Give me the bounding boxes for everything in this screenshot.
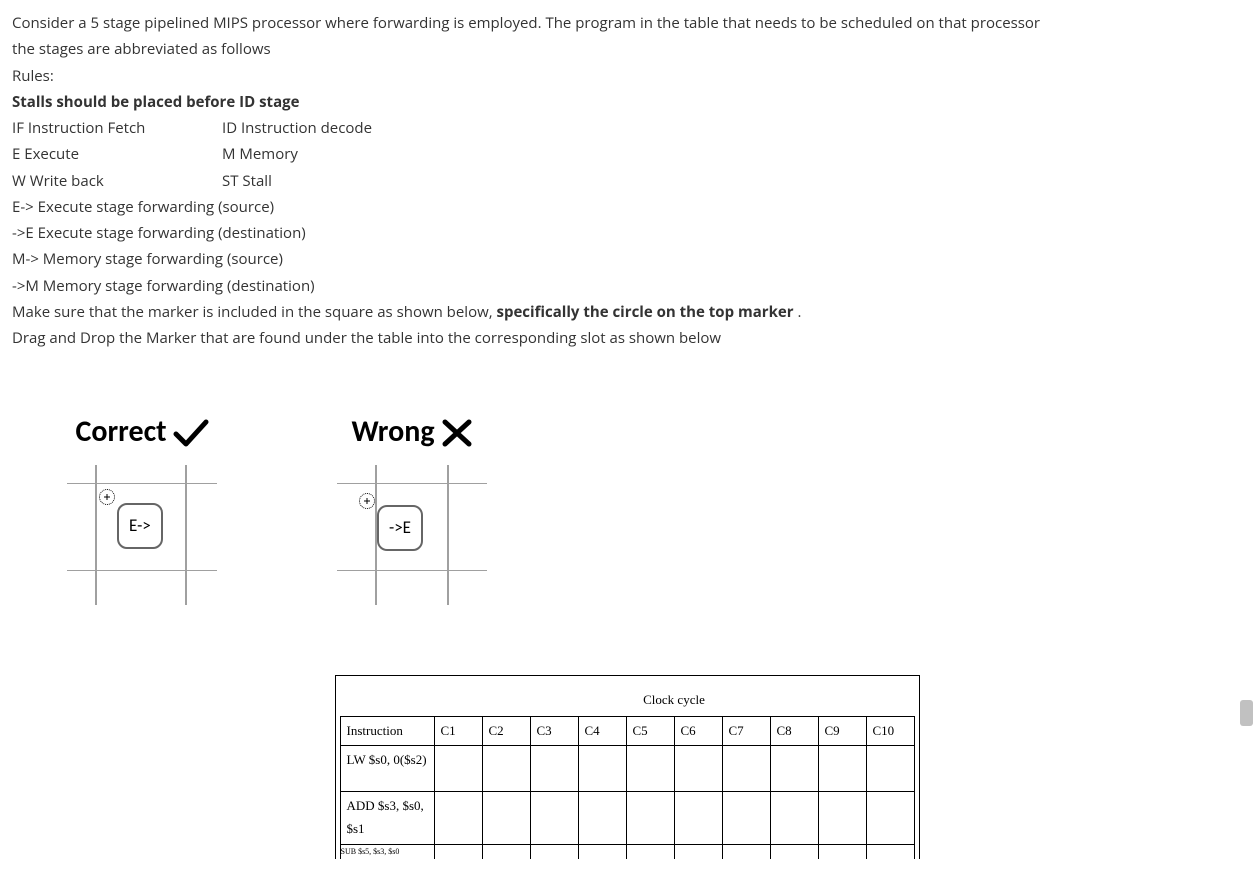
rule-bold: Stalls should be placed before ID stage [12, 89, 1242, 115]
correct-example: Correct E-> [67, 406, 217, 605]
slot[interactable] [866, 792, 914, 845]
col-c1: C1 [434, 716, 482, 746]
wrong-example: Wrong ->E [337, 406, 487, 605]
slot[interactable] [530, 746, 578, 792]
col-c8: C8 [770, 716, 818, 746]
marker-pre: Make sure that the marker is included in… [12, 302, 497, 322]
wrong-grid: ->E [337, 465, 487, 605]
correct-label: Correct [75, 406, 166, 459]
pipeline-wrap: Clock cycle Instruction C1 C2 C3 C4 C5 C… [335, 675, 920, 859]
slot[interactable] [578, 792, 626, 845]
stage-if: IF Instruction Fetch [12, 115, 222, 141]
col-c7: C7 [722, 716, 770, 746]
fwd-line-4: ->M Memory stage forwarding (destination… [12, 273, 1242, 299]
correct-marker-circle [99, 489, 115, 505]
instr-cell-cut: SUB $s5, $s3, $s0 [340, 844, 434, 859]
stage-e: E Execute [12, 141, 222, 167]
table-row-cut: SUB $s5, $s3, $s0 [340, 844, 914, 859]
fwd-line-2: ->E Execute stage forwarding (destinatio… [12, 220, 1242, 246]
slot[interactable] [482, 746, 530, 792]
scrollbar-thumb[interactable] [1240, 700, 1253, 726]
stage-m: M Memory [222, 141, 382, 167]
instr-cell: ADD $s3, $s0, $s1 [340, 792, 434, 845]
marker-post: . [794, 302, 802, 322]
table-row[interactable]: ADD $s3, $s0, $s1 [340, 792, 914, 845]
slot[interactable] [674, 792, 722, 845]
blank-cell [340, 686, 434, 716]
stage-abbrev-table: IF Instruction Fetch ID Instruction deco… [12, 115, 382, 194]
stage-st: ST Stall [222, 168, 382, 194]
fwd-line-3: M-> Memory stage forwarding (source) [12, 246, 1242, 272]
stage-id: ID Instruction decode [222, 115, 382, 141]
marker-instruction: Make sure that the marker is included in… [12, 299, 1242, 325]
intro-text: Consider a 5 stage pipelined MIPS proces… [12, 10, 1242, 36]
slot[interactable] [434, 746, 482, 792]
instr-cell: LW $s0, 0($s2) [340, 746, 434, 792]
slot[interactable] [578, 746, 626, 792]
rules-label: Rules: [12, 63, 1242, 89]
drag-instruction: Drag and Drop the Marker that are found … [12, 325, 1242, 351]
col-c3: C3 [530, 716, 578, 746]
stage-w: W Write back [12, 168, 222, 194]
wrong-label: Wrong [351, 406, 434, 459]
col-c5: C5 [626, 716, 674, 746]
x-icon [441, 418, 473, 448]
wrong-marker-circle [359, 493, 375, 509]
col-c4: C4 [578, 716, 626, 746]
slot[interactable] [722, 746, 770, 792]
pipeline-area: Clock cycle Instruction C1 C2 C3 C4 C5 C… [12, 675, 1242, 859]
abbrev-text: the stages are abbreviated as follows [12, 36, 1242, 62]
slot[interactable] [818, 792, 866, 845]
header-row: Instruction C1 C2 C3 C4 C5 C6 C7 C8 C9 C… [340, 716, 914, 746]
clock-header: Clock cycle [434, 686, 914, 716]
slot[interactable] [530, 792, 578, 845]
slot[interactable] [434, 792, 482, 845]
correct-chip[interactable]: E-> [117, 503, 163, 549]
check-icon [173, 418, 209, 448]
col-c10: C10 [866, 716, 914, 746]
marker-bold: specifically the circle on the top marke… [497, 302, 794, 322]
slot[interactable] [626, 746, 674, 792]
pipeline-table[interactable]: Clock cycle Instruction C1 C2 C3 C4 C5 C… [340, 686, 915, 859]
table-row[interactable]: LW $s0, 0($s2) [340, 746, 914, 792]
slot[interactable] [770, 746, 818, 792]
slot[interactable] [722, 792, 770, 845]
question-body: Consider a 5 stage pipelined MIPS proces… [12, 10, 1242, 351]
col-c6: C6 [674, 716, 722, 746]
scrollbar[interactable] [1239, 0, 1254, 829]
instr-header: Instruction [340, 716, 434, 746]
slot[interactable] [866, 746, 914, 792]
correct-grid: E-> [67, 465, 217, 605]
examples-row: Correct E-> Wrong ->E [12, 406, 1242, 605]
slot[interactable] [626, 792, 674, 845]
wrong-chip[interactable]: ->E [377, 505, 423, 551]
slot[interactable] [674, 746, 722, 792]
col-c2: C2 [482, 716, 530, 746]
fwd-line-1: E-> Execute stage forwarding (source) [12, 194, 1242, 220]
slot[interactable] [482, 792, 530, 845]
col-c9: C9 [818, 716, 866, 746]
slot[interactable] [818, 746, 866, 792]
slot[interactable] [770, 792, 818, 845]
